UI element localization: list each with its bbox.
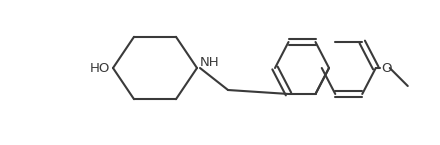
Text: NH: NH <box>200 57 220 69</box>
Text: HO: HO <box>90 61 110 75</box>
Text: O: O <box>381 61 391 75</box>
